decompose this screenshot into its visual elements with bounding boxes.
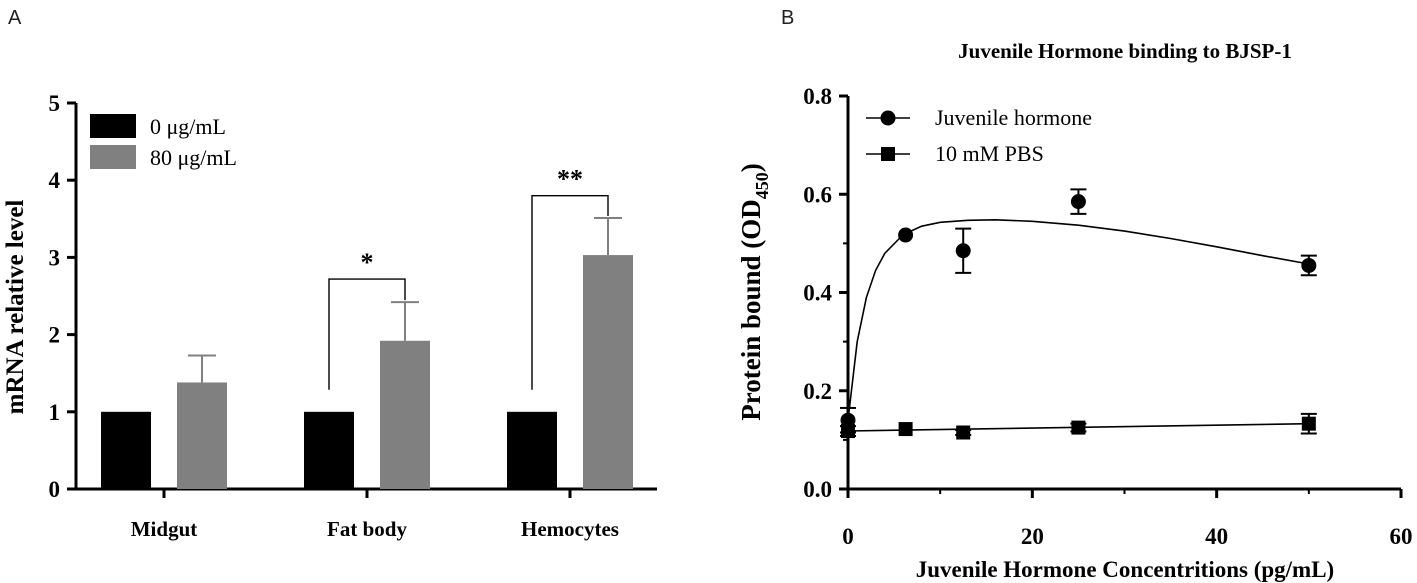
panel-b-y-axis-label: Protein bound (OD450) bbox=[736, 163, 772, 421]
y-tick-label: 0.0 bbox=[803, 477, 832, 502]
panel-b-y-label-main: Protein bound (OD bbox=[736, 199, 766, 421]
significance-label: * bbox=[361, 248, 374, 277]
panel-a-letter: A bbox=[8, 7, 22, 29]
data-point bbox=[956, 425, 971, 440]
legend-label: 10 mM PBS bbox=[935, 141, 1044, 166]
data-point bbox=[841, 424, 855, 439]
data-point bbox=[955, 243, 971, 259]
legend-label: 0 μg/mL bbox=[150, 114, 226, 139]
significance-label: ** bbox=[557, 165, 583, 194]
x-tick-label: Midgut bbox=[131, 517, 198, 541]
panel-a-y-axis-label: mRNA relative level bbox=[2, 200, 29, 415]
data-point bbox=[898, 227, 914, 243]
legend-swatch bbox=[90, 114, 136, 138]
panel-b-letter: B bbox=[781, 7, 794, 29]
x-tick-label: Fat body bbox=[327, 517, 407, 541]
panel-b-title: Juvenile Hormone binding to BJSP-1 bbox=[958, 39, 1292, 63]
data-point bbox=[898, 422, 913, 437]
data-point bbox=[840, 412, 856, 428]
data-point bbox=[1301, 257, 1317, 273]
bar bbox=[304, 411, 354, 489]
bar bbox=[101, 411, 151, 489]
y-tick-label: 5 bbox=[49, 91, 61, 116]
x-tick-label: Hemocytes bbox=[521, 517, 619, 541]
y-tick-label: 0 bbox=[49, 477, 61, 502]
x-tick-label: 20 bbox=[1021, 524, 1044, 549]
legend-label: Juvenile hormone bbox=[935, 105, 1092, 130]
y-tick-label: 0.6 bbox=[803, 182, 832, 207]
legend-marker bbox=[880, 110, 896, 126]
legend-swatch bbox=[90, 145, 136, 169]
data-point bbox=[1301, 416, 1316, 431]
legend-marker bbox=[881, 147, 895, 161]
panel-b-x-axis-label: Juvenile Hormone Concentritions (pg/mL) bbox=[916, 557, 1334, 582]
y-tick-label: 0.8 bbox=[803, 84, 832, 109]
panel-b-binding-chart: B Juvenile Hormone binding to BJSP-1 0.0… bbox=[736, 7, 1413, 582]
bar bbox=[507, 411, 557, 489]
y-tick-label: 0.4 bbox=[803, 281, 832, 306]
y-tick-label: 0.2 bbox=[803, 379, 832, 404]
x-tick-label: 40 bbox=[1205, 524, 1228, 549]
data-point bbox=[1070, 194, 1086, 210]
bar bbox=[583, 255, 633, 489]
significance-bracket bbox=[328, 278, 406, 390]
x-tick-label: 60 bbox=[1390, 524, 1413, 549]
panel-b-y-label-suffix: ) bbox=[736, 163, 766, 172]
bar bbox=[177, 382, 227, 489]
y-tick-label: 1 bbox=[49, 400, 61, 425]
significance-bracket bbox=[531, 194, 609, 390]
panel-b-y-label-subscript: 450 bbox=[752, 172, 772, 199]
bar bbox=[380, 340, 430, 489]
data-point bbox=[1071, 420, 1086, 435]
y-tick-label: 4 bbox=[49, 168, 61, 193]
y-tick-label: 2 bbox=[49, 323, 61, 348]
x-tick-label: 0 bbox=[842, 524, 854, 549]
legend-label: 80 μg/mL bbox=[150, 145, 237, 170]
y-tick-label: 3 bbox=[49, 245, 61, 270]
fit-curve bbox=[847, 218, 1309, 421]
